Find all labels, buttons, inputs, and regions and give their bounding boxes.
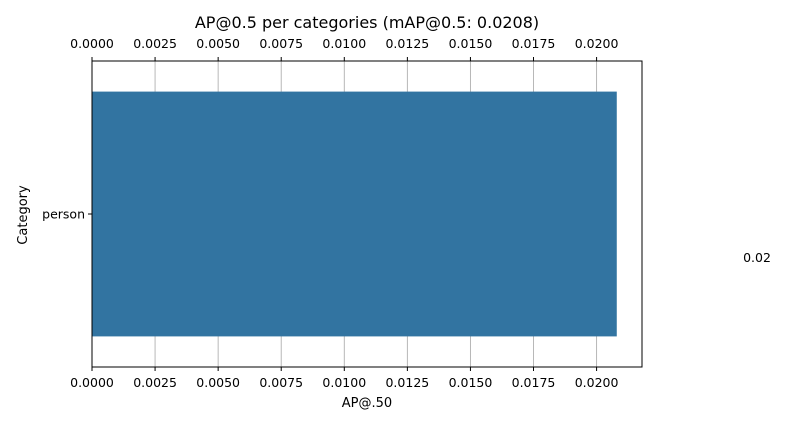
y-axis-title: Category — [16, 185, 31, 245]
x-tick-label-top-8: 0.0200 — [575, 36, 619, 51]
x-tick-label-top-4: 0.0100 — [322, 36, 366, 51]
bars — [92, 91, 617, 337]
x-tick-label-bottom-8: 0.0200 — [575, 375, 619, 390]
y-tick-label-0: person — [42, 207, 85, 222]
x-tick-label-top-2: 0.0050 — [196, 36, 240, 51]
chart-title: AP@0.5 per categories (mAP@0.5: 0.0208) — [195, 13, 539, 32]
x-tick-label-top-3: 0.0075 — [259, 36, 303, 51]
x-tick-label-bottom-4: 0.0100 — [322, 375, 366, 390]
x-tick-label-bottom-0: 0.0000 — [70, 375, 114, 390]
data-labels: 0.02 — [743, 250, 771, 265]
bar-person — [92, 91, 617, 337]
x-tick-label-bottom-1: 0.0025 — [133, 375, 177, 390]
x-axis-title: AP@.50 — [342, 396, 392, 411]
x-tick-label-bottom-5: 0.0125 — [385, 375, 429, 390]
x-tick-label-bottom-3: 0.0075 — [259, 375, 303, 390]
x-tick-label-bottom-2: 0.0050 — [196, 375, 240, 390]
x-tick-label-bottom-7: 0.0175 — [512, 375, 556, 390]
ticks: person 0.0000 0.0000 0.0025 0.0025 0.0050 0.00… — [42, 36, 618, 390]
x-tick-label-top-7: 0.0175 — [512, 36, 556, 51]
x-tick-label-top-1: 0.0025 — [133, 36, 177, 51]
data-label-0: 0.02 — [743, 250, 771, 265]
x-tick-label-bottom-6: 0.0150 — [449, 375, 493, 390]
x-tick-label-top-6: 0.0150 — [449, 36, 493, 51]
x-tick-label-top-5: 0.0125 — [385, 36, 429, 51]
x-tick-label-top-0: 0.0000 — [70, 36, 114, 51]
